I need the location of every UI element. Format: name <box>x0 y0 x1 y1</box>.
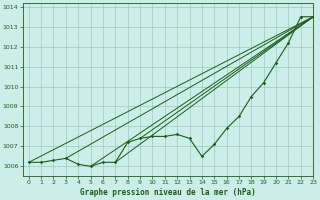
X-axis label: Graphe pression niveau de la mer (hPa): Graphe pression niveau de la mer (hPa) <box>80 188 256 197</box>
